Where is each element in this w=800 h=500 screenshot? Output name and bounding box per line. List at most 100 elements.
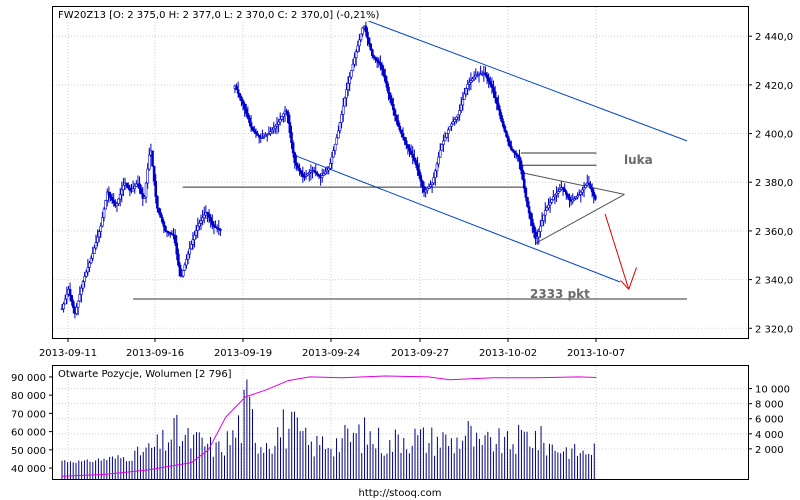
open-interest-tick-label: 80 000 (11, 391, 46, 402)
candle-body (154, 180, 158, 197)
candle-body (211, 220, 214, 226)
candle-body (152, 165, 156, 182)
candle-body (131, 188, 135, 192)
candle-body (219, 229, 222, 231)
candle-body (177, 253, 180, 266)
candle-body (510, 146, 513, 150)
candle-body (60, 308, 64, 311)
candle-body (489, 80, 492, 85)
candle-body (172, 234, 175, 236)
candle-body (590, 188, 594, 193)
candle-body (501, 121, 505, 127)
candle-body (278, 118, 282, 123)
candle-body (466, 83, 469, 89)
candle-body (594, 195, 597, 200)
candle-body (490, 84, 494, 88)
candle-body (372, 55, 376, 58)
candle-body (109, 194, 112, 198)
candle-body (267, 133, 271, 135)
date-tick-label: 2013-09-24 (302, 348, 360, 359)
candle-body (375, 59, 379, 62)
candle-body (348, 76, 351, 84)
candle-body (254, 131, 258, 134)
volume-tick-label: 4 000 (755, 430, 784, 441)
candle-body (547, 204, 550, 209)
volume-axis: 2 000 4 000 6 000 8 000 10 000 (748, 385, 790, 456)
candle-body (183, 264, 187, 271)
candle-body (518, 156, 521, 162)
candle-body (191, 239, 195, 245)
candle-body (104, 200, 107, 210)
candle-body (558, 189, 562, 192)
candle-body (400, 129, 403, 134)
candle-body (264, 135, 267, 137)
candle-body (115, 203, 119, 206)
candle-body (146, 168, 149, 184)
candle-body (545, 207, 549, 211)
candle-body (214, 226, 217, 228)
candle-body (72, 301, 75, 308)
candle-body (540, 220, 544, 227)
candle-body (144, 182, 148, 198)
candle-body (417, 169, 421, 176)
candle-body (295, 162, 298, 166)
date-tick-label: 2013-10-07 (567, 348, 625, 359)
source-link-text[interactable]: http://stooq.com (359, 488, 442, 499)
candle-body (456, 114, 460, 118)
candle-body (298, 167, 301, 172)
candle-body (299, 170, 303, 175)
candle-body (564, 191, 568, 195)
candle-body (301, 173, 305, 177)
candle-body (202, 214, 206, 219)
source-link[interactable]: http://stooq.com (359, 488, 442, 499)
candle-body (272, 127, 276, 131)
candle-body (522, 178, 526, 189)
open-interest-axis: 40 000 50 000 60 000 70 000 80 000 90 000 (11, 373, 53, 475)
date-axis: 2013-09-11 2013-09-16 2013-09-19 2013-09-24… (39, 338, 625, 359)
candle-body (105, 191, 109, 201)
candle-body (241, 100, 245, 105)
candle-body (497, 103, 500, 110)
candle-body (521, 169, 524, 180)
trend-line-channel-lower (294, 154, 621, 283)
price-y-tick-label: 2 320,0 (755, 324, 793, 335)
date-tick-label: 2013-09-11 (39, 348, 97, 359)
candle-body (416, 164, 419, 171)
candle-body (351, 63, 355, 71)
candle-body (495, 97, 499, 104)
candle-body (455, 116, 458, 120)
candle-body (550, 199, 554, 203)
candle-body (206, 212, 209, 215)
candle-body (458, 110, 461, 116)
candle-body (288, 122, 292, 133)
candle-body (217, 228, 221, 230)
candle-body (395, 115, 398, 122)
candle-body (303, 176, 306, 178)
candle-body (243, 104, 246, 110)
candle-body (383, 74, 387, 82)
candle-body (513, 150, 516, 154)
candle-body (463, 93, 466, 100)
candle-body (102, 208, 106, 218)
candle-body (198, 223, 201, 227)
candle-body (332, 150, 335, 158)
candle-body (385, 80, 389, 88)
candle-body (307, 172, 311, 175)
candle-body (429, 184, 432, 187)
candle-body (579, 191, 583, 195)
candle-body (537, 231, 541, 238)
candle-body (167, 231, 170, 234)
candle-body (446, 129, 450, 134)
candle-body (194, 230, 198, 236)
candle-body (159, 212, 162, 218)
candle-body (358, 39, 361, 47)
candle-body (68, 289, 72, 296)
candle-body (582, 187, 586, 191)
candle-body (99, 225, 103, 232)
candle-body (576, 195, 579, 198)
volume-tick-label: 10 000 (755, 385, 790, 396)
candle-body (388, 92, 392, 100)
candle-body (448, 125, 452, 131)
candle-body (411, 153, 415, 158)
candle-body (359, 33, 363, 41)
